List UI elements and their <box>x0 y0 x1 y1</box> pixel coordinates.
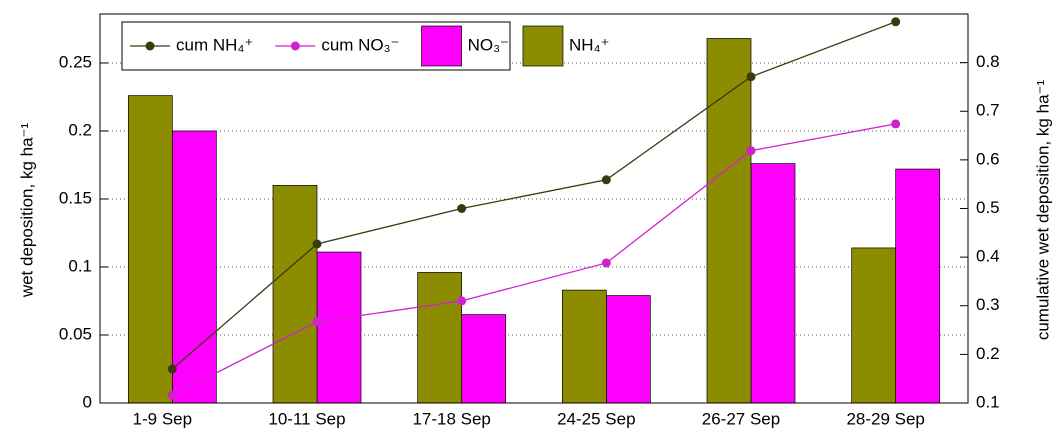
marker <box>457 296 467 306</box>
y2-tick-label: 0.1 <box>976 392 1000 411</box>
x-tick-label: 1-9 Sep <box>133 409 193 428</box>
legend-label: cum NH₄⁺ <box>176 35 253 54</box>
marker <box>312 239 322 249</box>
y2-axis-label: cumulative wet deposition, kg ha⁻¹ <box>1033 80 1052 341</box>
y-axis-label: wet deposition, kg ha⁻¹ <box>17 122 36 298</box>
x-tick-label: 24-25 Sep <box>557 409 635 428</box>
bar <box>461 314 507 404</box>
x-tick-label: 26-27 Sep <box>702 409 780 428</box>
legend-swatch <box>421 25 462 67</box>
legend-label: NH₄⁺ <box>569 35 609 54</box>
y-tick-label: 0.25 <box>59 52 92 71</box>
y-tick-label: 0.2 <box>68 120 92 139</box>
x-tick-label: 10-11 Sep <box>268 409 345 428</box>
y-tick-label: 0.05 <box>59 324 92 343</box>
legend: cum NH₄⁺ cum NO₃⁻ NO₃⁻ NH₄⁺ <box>121 21 609 71</box>
x-tick-label: 28-29 Sep <box>846 409 924 428</box>
legend-swatch <box>522 25 564 67</box>
marker <box>167 364 177 374</box>
y-tick-label: 0 <box>83 392 92 411</box>
bar <box>316 251 362 404</box>
y2-tick-label: 0.3 <box>976 295 1000 314</box>
marker <box>746 146 756 156</box>
y2-tick-label: 0.7 <box>976 101 1000 120</box>
bar <box>605 295 651 404</box>
legend-label: NO₃⁻ <box>468 35 509 54</box>
line <box>172 123 896 396</box>
bar <box>895 168 941 404</box>
bar <box>750 163 796 404</box>
plot-frame <box>99 13 969 404</box>
marker <box>601 175 611 185</box>
legend-marker <box>290 41 300 51</box>
bar <box>561 289 607 404</box>
y2-tick-label: 0.5 <box>976 198 1000 217</box>
marker <box>891 119 901 129</box>
x-tick-label: 17-18 Sep <box>412 409 490 428</box>
marker <box>457 204 467 213</box>
y-tick-label: 0.1 <box>68 256 92 275</box>
bar <box>272 185 318 404</box>
y2-tick-label: 0.8 <box>976 52 1000 71</box>
legend-label: cum NO₃⁻ <box>321 35 399 54</box>
bar <box>417 272 463 404</box>
bar <box>127 95 173 404</box>
bar <box>851 247 897 404</box>
marker <box>312 317 322 327</box>
y2-tick-label: 0.6 <box>976 149 1000 168</box>
y-tick-label: 0.15 <box>59 188 92 207</box>
y2-tick-label: 0.2 <box>976 344 1000 363</box>
bar <box>171 130 217 404</box>
marker <box>601 258 611 268</box>
y2-tick-label: 0.4 <box>976 247 1000 266</box>
line <box>171 21 896 370</box>
marker <box>167 390 177 400</box>
marker <box>746 72 756 82</box>
marker <box>891 17 901 27</box>
legend-marker <box>145 41 155 51</box>
